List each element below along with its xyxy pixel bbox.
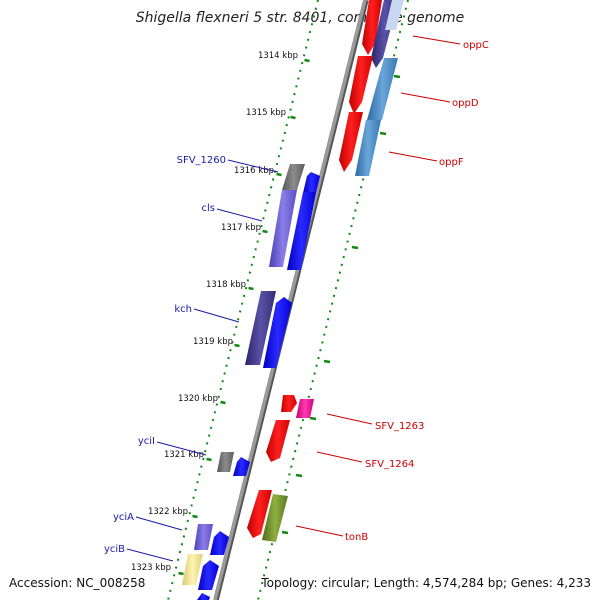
tick-label-1323kbp: 1323 kbp [131, 563, 171, 573]
gene-label-tonB[interactable]: tonB [345, 532, 368, 543]
inner-dotted-ring [167, 0, 319, 600]
gene-oppF-red[interactable] [339, 112, 363, 172]
tick-label-1320kbp: 1320 kbp [178, 394, 218, 404]
map-title: Shigella flexneri 5 str. 8401, complete … [136, 10, 465, 26]
gene-bottom-arrow[interactable] [197, 593, 210, 600]
genome-backbone [213, 0, 367, 600]
gene-SFV_1263-pink[interactable] [296, 399, 314, 418]
gene-SFV_1260[interactable] [282, 164, 305, 190]
outer-tick-marks [281, 74, 401, 535]
gene-label-yciB[interactable]: yciB [104, 544, 125, 555]
gene-label-SFV_1264[interactable]: SFV_1264 [365, 459, 414, 470]
gene-SFV_1260-arrow[interactable] [303, 172, 320, 193]
gene-oppB-partial[interactable] [362, 0, 382, 55]
label-leaders [126, 35, 461, 562]
gene-oppF-feature[interactable] [355, 120, 381, 176]
tick-label-1316kbp: 1316 kbp [234, 166, 274, 176]
gene-yciB-arrow[interactable] [198, 560, 219, 590]
tick-label-1317kbp: 1317 kbp [221, 223, 261, 233]
gene-yciI[interactable] [217, 452, 234, 472]
gene-label-SFV_1260[interactable]: SFV_1260 [177, 155, 226, 166]
gene-label-kch[interactable]: kch [174, 304, 192, 315]
gene-yciI-arrow[interactable] [233, 457, 250, 476]
gene-label-yciA[interactable]: yciA [113, 512, 134, 523]
gene-oppD-feature[interactable] [367, 58, 398, 120]
gene-SFV_1263[interactable] [281, 395, 297, 412]
inner-tick-marks [178, 58, 310, 576]
gene-label-cls[interactable]: cls [202, 203, 216, 214]
gene-cls[interactable] [269, 190, 297, 267]
gene-tonB-olive[interactable] [262, 494, 288, 542]
accession-text: Accession: NC_008258 [9, 576, 146, 590]
gene-kch-arrow[interactable] [263, 297, 292, 368]
gene-label-SFV_1263[interactable]: SFV_1263 [375, 421, 424, 432]
gene-label-oppC[interactable]: oppC [463, 40, 489, 51]
gene-tonB[interactable] [247, 490, 272, 538]
gene-yciA-arrow[interactable] [210, 531, 229, 555]
tick-label-1319kbp: 1319 kbp [193, 337, 233, 347]
topology-text: Topology: circular; Length: 4,574,284 bp… [261, 576, 591, 590]
gene-light-feature[interactable] [385, 0, 404, 30]
tick-label-1322kbp: 1322 kbp [148, 507, 188, 517]
tick-label-1315kbp: 1315 kbp [246, 108, 286, 118]
gene-SFV_1264[interactable] [266, 420, 290, 462]
gene-kch[interactable] [245, 291, 276, 365]
gene-label-oppD[interactable]: oppD [452, 98, 479, 109]
tick-label-1314kbp: 1314 kbp [258, 51, 298, 61]
gene-yciB[interactable] [182, 554, 203, 585]
gene-yciA[interactable] [194, 524, 213, 550]
gene-label-oppF[interactable]: oppF [439, 157, 464, 168]
gene-cls-arrow[interactable] [287, 192, 316, 270]
tick-label-1321kbp: 1321 kbp [164, 450, 204, 460]
gene-label-yciI[interactable]: yciI [138, 436, 155, 447]
gene-oppD-red[interactable] [349, 56, 373, 114]
tick-label-1318kbp: 1318 kbp [206, 280, 246, 290]
